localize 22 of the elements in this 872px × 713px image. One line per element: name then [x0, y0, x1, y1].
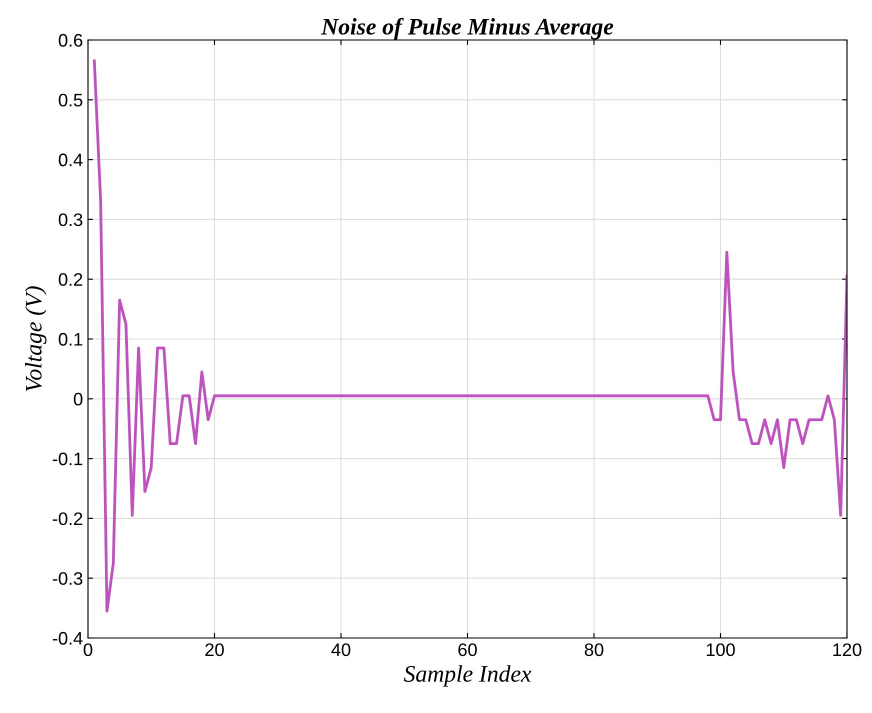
y-tick-label: 0.3: [58, 213, 82, 226]
x-tick-label: 40: [331, 643, 350, 656]
x-tick-label: 60: [458, 643, 477, 656]
y-tick-label: -0.3: [52, 572, 82, 585]
y-tick-label: 0.1: [58, 332, 82, 346]
x-axis-title: Sample Index: [404, 665, 532, 687]
chart-title: Noise of Pulse Minus Average: [321, 18, 614, 40]
x-tick-label: 0: [84, 643, 92, 656]
y-tick-label: 0.5: [58, 94, 82, 107]
x-tick-label: 20: [205, 643, 224, 656]
y-tick-label: -0.1: [52, 452, 82, 466]
y-tick-label: -0.2: [52, 512, 82, 526]
x-tick-label: 120: [833, 643, 862, 656]
x-tick-label: 100: [706, 643, 735, 656]
x-tick-label: 80: [584, 643, 604, 656]
y-tick-label: 0.4: [58, 154, 83, 166]
y-axis-title: Voltage (V): [25, 286, 46, 392]
y-tick-label: 0: [74, 392, 82, 406]
line-series: [92, 60, 847, 612]
y-tick-label: 0.2: [58, 273, 82, 286]
y-tick-label: -0.4: [52, 632, 83, 645]
y-tick-label: 0.6: [58, 34, 82, 47]
